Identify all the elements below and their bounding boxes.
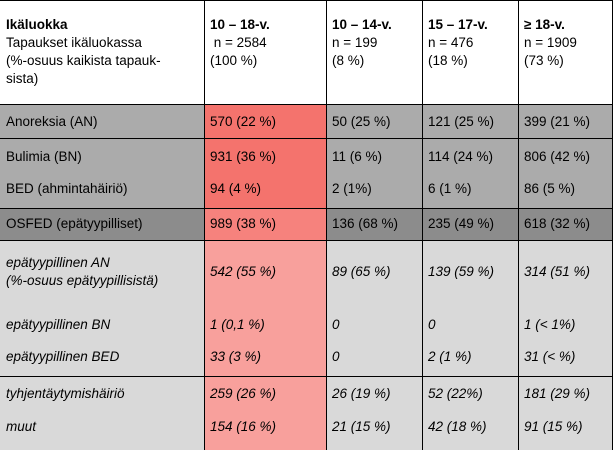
row-label: epätyypillinen BED (6, 349, 120, 364)
header-col3-pct: (18 %) (428, 53, 468, 68)
row-value-10-18: 154 (16 %) (210, 419, 277, 434)
row-value-10-14: 136 (68 %) (332, 216, 399, 231)
row-label: Anoreksia (AN) (6, 114, 98, 129)
row-label: tyhjentäytymishäiriö (6, 386, 125, 401)
column-divider (326, 0, 327, 450)
table-row: epätyypillinen AN (%-osuus epätyypillisi… (0, 240, 613, 376)
row-value-15-17: 6 (1 %) (428, 181, 472, 196)
row-value-10-14: 11 (6 %) (332, 149, 383, 164)
row-value-15-17: 235 (49 %) (428, 216, 495, 231)
header-age-line2: Tapaukset ikäluokassa (6, 35, 142, 50)
row-value-18plus: 399 (21 %) (524, 114, 591, 129)
header-col-10-18: 10 – 18-v. n = 2584 (100 %) (204, 0, 326, 104)
header-col1-pct: (100 %) (210, 53, 258, 68)
row-label: BED (ahmintahäiriö) (6, 181, 128, 196)
table-row: tyhjentäytymishäiriö muut 259 (26 %) 154… (0, 376, 613, 450)
header-col4-pct: (73 %) (524, 53, 564, 68)
row-value-18plus: 91 (15 %) (524, 419, 583, 434)
row-value-10-18: 989 (38 %) (210, 216, 277, 231)
column-divider (204, 0, 205, 450)
header-col2-pct: (8 %) (332, 53, 365, 68)
column-divider (422, 0, 423, 450)
row-value-18plus: 618 (32 %) (524, 216, 591, 231)
row-divider (0, 376, 613, 377)
header-age-line4: sista) (6, 71, 39, 86)
row-value-18plus: 314 (51 %) (524, 264, 591, 279)
row-label: muut (6, 419, 37, 434)
row-value-15-17: 2 (1 %) (428, 349, 472, 364)
row-value-18plus: 86 (5 %) (524, 181, 576, 196)
header-col1-n: n = 2584 (210, 35, 267, 50)
row-divider (0, 240, 613, 241)
row-label: epätyypillinen AN (6, 255, 110, 270)
header-col-18plus: ≥ 18-v. n = 1909 (73 %) (518, 0, 613, 104)
column-divider (518, 0, 519, 450)
header-col-15-17: 15 – 17-v. n = 476 (18 %) (422, 0, 518, 104)
row-value-10-18: 931 (36 %) (210, 149, 277, 164)
header-row: Ikäluokka Tapaukset ikäluokassa (%-osuus… (0, 0, 613, 104)
header-col3-n: n = 476 (428, 35, 474, 50)
row-value-10-18: 570 (22 %) (210, 114, 277, 129)
row-value-10-18: 259 (26 %) (210, 386, 277, 401)
header-col3-title: 15 – 17-v. (428, 17, 488, 32)
row-value-15-17: 121 (25 %) (428, 114, 495, 129)
row-divider (0, 104, 613, 105)
row-value-18plus: 806 (42 %) (524, 149, 591, 164)
header-col-10-14: 10 – 14-v. n = 199 (8 %) (326, 0, 422, 104)
row-label: Bulimia (BN) (6, 149, 82, 164)
row-value-18plus: 181 (29 %) (524, 386, 591, 401)
header-age-line3: (%-osuus kaikista tapauk- (6, 53, 161, 68)
row-divider (0, 0, 613, 1)
row-value-15-17: 0 (428, 317, 436, 332)
row-label-sub: (%-osuus epätyypillisistä) (6, 273, 159, 288)
row-value-18plus: 1 (< 1%) (524, 317, 576, 332)
row-value-10-14: 21 (15 %) (332, 419, 391, 434)
header-age-group: Ikäluokka Tapaukset ikäluokassa (%-osuus… (0, 0, 204, 104)
row-value-15-17: 52 (22%) (428, 386, 483, 401)
row-value-15-17: 139 (59 %) (428, 264, 495, 279)
row-divider (0, 208, 613, 209)
table-row: Bulimia (BN) BED (ahmintahäiriö) 931 (36… (0, 138, 613, 208)
header-col1-title: 10 – 18-v. (210, 17, 270, 32)
header-col2-n: n = 199 (332, 35, 378, 50)
header-col4-n: n = 1909 (524, 35, 577, 50)
row-value-18plus: 31 (< %) (524, 349, 576, 364)
row-value-10-18: 542 (55 %) (210, 264, 277, 279)
row-label: epätyypillinen BN (6, 317, 111, 332)
row-value-10-14: 89 (65 %) (332, 264, 391, 279)
row-value-10-14: 0 (332, 317, 340, 332)
row-value-10-14: 50 (25 %) (332, 114, 391, 129)
row-value-10-14: 26 (19 %) (332, 386, 391, 401)
header-age-title: Ikäluokka (6, 17, 68, 32)
row-value-15-17: 42 (18 %) (428, 419, 487, 434)
row-value-10-18: 94 (4 %) (210, 181, 262, 196)
row-value-10-18: 33 (3 %) (210, 349, 262, 364)
header-col4-title: ≥ 18-v. (524, 17, 565, 32)
row-divider (0, 138, 613, 139)
row-label: OSFED (epätyypilliset) (6, 216, 143, 231)
row-value-15-17: 114 (24 %) (428, 149, 494, 164)
row-value-10-14: 2 (1%) (332, 181, 372, 196)
row-value-10-18: 1 (0,1 %) (210, 317, 265, 332)
table-row: Anoreksia (AN) 570 (22 %) 50 (25 %) 121 … (0, 104, 613, 138)
header-col2-title: 10 – 14-v. (332, 17, 392, 32)
table-row: OSFED (epätyypilliset) 989 (38 %) 136 (6… (0, 208, 613, 240)
row-value-10-14: 0 (332, 349, 340, 364)
